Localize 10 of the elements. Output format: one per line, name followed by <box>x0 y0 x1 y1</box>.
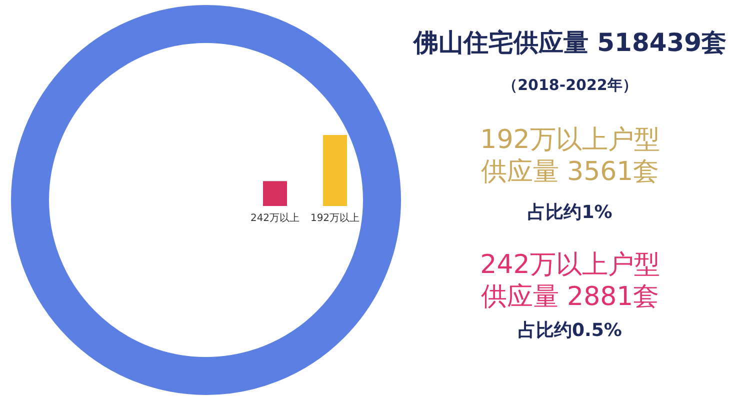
x-tick-label: 192万以上 <box>310 212 360 224</box>
text: 占比约1% <box>526 201 614 224</box>
text: 192万以上户型 <box>479 124 661 157</box>
text: 占比约0.5% <box>517 319 623 342</box>
text: （2018-2022年） <box>502 76 638 95</box>
text: 佛山住宅供应量 518439套 <box>412 27 728 59</box>
x-tick-label: 242万以上 <box>250 212 300 224</box>
text: 供应量 2881套 <box>480 281 660 314</box>
text: 供应量 3561套 <box>480 156 660 189</box>
text: 242万以上户型 <box>479 249 661 282</box>
